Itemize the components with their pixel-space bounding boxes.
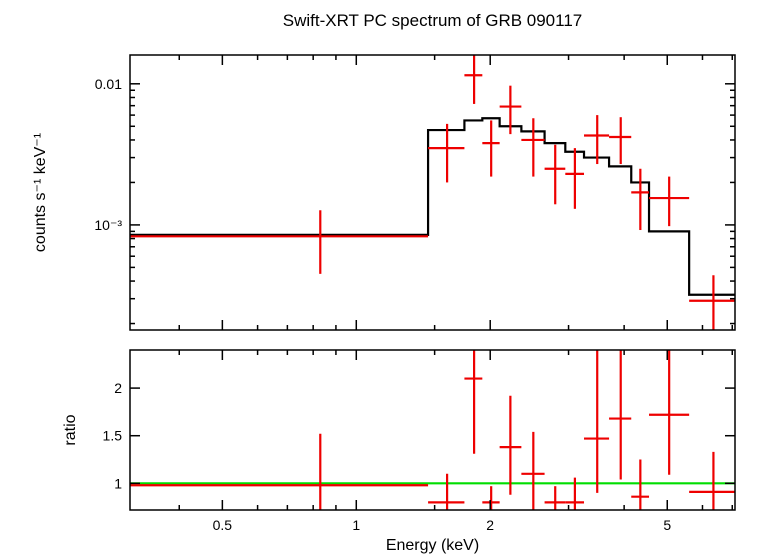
- chart-title: Swift-XRT PC spectrum of GRB 090117: [283, 11, 583, 30]
- x-axis-label: Energy (keV): [386, 537, 479, 554]
- y-tick-label: 10⁻³: [94, 217, 122, 233]
- y-axis-label-top: counts s⁻¹ keV⁻¹: [32, 133, 49, 252]
- spectrum-chart: Swift-XRT PC spectrum of GRB 090117 0.5 1 2…: [0, 0, 758, 556]
- y-tick-label: 1: [114, 475, 122, 491]
- y-tick-label: 2: [114, 380, 122, 396]
- bottom-panel-content: [130, 302, 735, 543]
- x-tick-label: 5: [663, 517, 671, 533]
- y-tick-label: 1.5: [103, 428, 123, 444]
- y-tick-label: 0.01: [95, 76, 122, 92]
- x-tick-label: 0.5: [213, 517, 233, 533]
- x-tick-label: 2: [486, 517, 494, 533]
- x-tick-label: 1: [352, 517, 360, 533]
- y-axis-label-bottom: ratio: [62, 414, 79, 445]
- chart-container: Swift-XRT PC spectrum of GRB 090117 0.5 1 2…: [0, 0, 758, 556]
- top-panel-content: [130, 55, 735, 339]
- model-line: [130, 118, 735, 294]
